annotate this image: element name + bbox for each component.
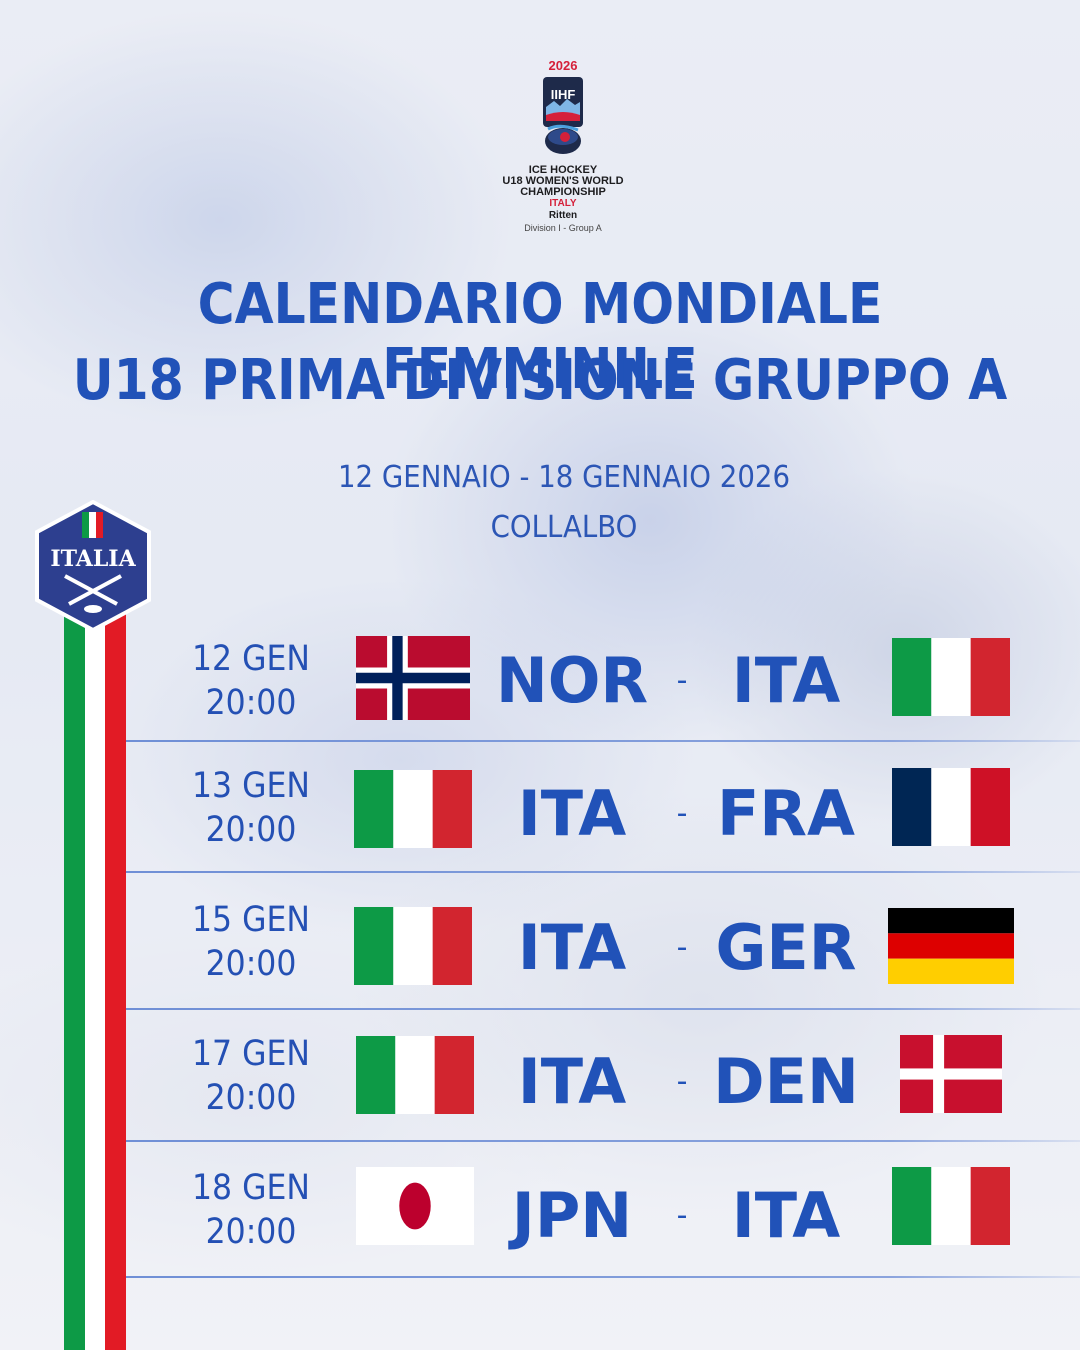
match-row: 18 GEN 20:00 JPN ITA - bbox=[0, 1142, 1080, 1278]
logo-line-1: ICE HOCKEY bbox=[528, 164, 598, 176]
match-day: 15 GEN bbox=[192, 899, 310, 940]
page-title-line-2: U18 PRIMA DIVISIONE GRUPPO A bbox=[72, 348, 1008, 413]
italy-flag-icon bbox=[892, 638, 1010, 716]
match-day: 12 GEN bbox=[192, 639, 310, 679]
vs-separator: - bbox=[676, 795, 688, 831]
japan-flag-icon bbox=[356, 1167, 474, 1245]
vs-separator: - bbox=[676, 929, 688, 965]
match-date: 12 GEN 20:00 bbox=[178, 637, 324, 725]
row-divider bbox=[126, 1008, 1080, 1010]
match-row: 17 GEN 20:00 ITA DEN - bbox=[0, 1010, 1080, 1142]
logo-division: Division I - Group A bbox=[524, 223, 602, 233]
match-row: 12 GEN 20:00 NOR ITA - bbox=[0, 620, 1080, 742]
match-time: 20:00 bbox=[205, 809, 297, 850]
italy-flag-icon bbox=[892, 1167, 1010, 1245]
logo-line-3: CHAMPIONSHIP bbox=[520, 186, 606, 198]
away-team-code: ITA bbox=[731, 644, 841, 717]
match-time: 20:00 bbox=[205, 683, 297, 723]
vs-separator: - bbox=[676, 1198, 688, 1233]
event-dates: 12 GENNAIO - 18 GENNAIO 2026 bbox=[337, 460, 791, 495]
home-team-code: ITA bbox=[517, 776, 627, 850]
row-divider bbox=[126, 1140, 1080, 1142]
match-time: 20:00 bbox=[205, 1212, 297, 1252]
match-day: 18 GEN bbox=[192, 1168, 310, 1208]
page-title-line-1: CALENDARIO MONDIALE FEMMINILE bbox=[197, 272, 883, 402]
norway-flag-icon bbox=[356, 636, 470, 720]
italia-badge: ITALIA bbox=[33, 499, 153, 633]
denmark-flag-icon bbox=[900, 1035, 1002, 1113]
match-date: 13 GEN 20:00 bbox=[178, 764, 324, 852]
logo-mark-text: IIHF bbox=[551, 87, 576, 102]
row-divider bbox=[126, 740, 1080, 742]
row-divider bbox=[126, 1276, 1080, 1278]
logo-city: Ritten bbox=[548, 210, 578, 221]
away-team-code: FRA bbox=[716, 776, 856, 850]
match-day: 17 GEN bbox=[192, 1034, 310, 1074]
match-date: 18 GEN 20:00 bbox=[178, 1166, 324, 1254]
match-date: 17 GEN 20:00 bbox=[178, 1032, 324, 1120]
match-time: 20:00 bbox=[205, 943, 297, 984]
home-team-code: ITA bbox=[517, 910, 627, 984]
event-venue: COLLALBO bbox=[490, 510, 638, 545]
match-time: 20:00 bbox=[205, 1078, 297, 1118]
italy-flag-icon bbox=[354, 770, 472, 848]
row-divider bbox=[126, 871, 1080, 873]
match-row: 13 GEN 20:00 ITA FRA - bbox=[0, 742, 1080, 873]
vs-separator: - bbox=[676, 663, 688, 698]
logo-year: 2026 bbox=[548, 58, 578, 73]
iihf-logo-icon: IIHF bbox=[540, 75, 586, 161]
match-date: 15 GEN 20:00 bbox=[178, 898, 324, 986]
france-flag-icon bbox=[892, 768, 1010, 846]
match-row: 15 GEN 20:00 ITA GER - bbox=[0, 873, 1080, 1010]
home-team-code: NOR bbox=[495, 644, 649, 717]
away-team-code: GER bbox=[715, 910, 857, 984]
logo-country: ITALY bbox=[549, 198, 577, 209]
match-day: 13 GEN bbox=[192, 765, 310, 806]
italy-flag-icon bbox=[354, 907, 472, 985]
vs-separator: - bbox=[676, 1064, 688, 1099]
badge-text: ITALIA bbox=[50, 546, 136, 572]
germany-flag-icon bbox=[888, 908, 1014, 984]
tournament-logo: 2026 IIHF ICE HOCKEY U18 WOMEN'S WORLD C… bbox=[478, 58, 648, 233]
away-team-code: DEN bbox=[713, 1045, 859, 1118]
logo-line-2: U18 WOMEN'S WORLD bbox=[502, 175, 624, 187]
away-team-code: ITA bbox=[731, 1179, 841, 1252]
home-team-code: ITA bbox=[517, 1045, 627, 1118]
tricolor-stripe bbox=[64, 600, 127, 1350]
home-team-code: JPN bbox=[511, 1179, 633, 1252]
italy-flag-icon bbox=[356, 1036, 474, 1114]
